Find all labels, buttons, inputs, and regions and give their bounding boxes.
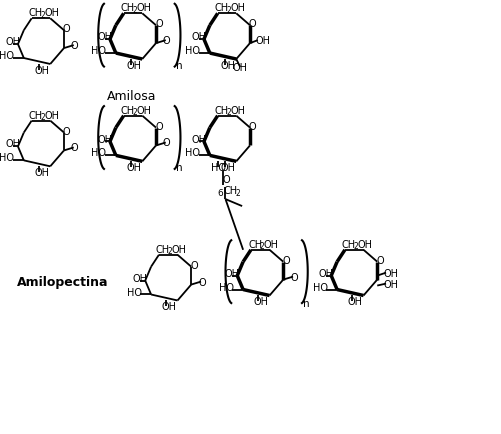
Text: 2: 2: [354, 242, 359, 251]
Text: OH: OH: [220, 163, 235, 173]
Text: Amilopectina: Amilopectina: [17, 276, 109, 289]
Text: OH: OH: [232, 63, 247, 73]
Text: OH: OH: [5, 37, 20, 47]
Text: n: n: [303, 299, 310, 309]
Text: O: O: [249, 122, 257, 131]
Text: OH: OH: [191, 32, 206, 42]
Text: O: O: [163, 138, 170, 148]
Text: OH: OH: [162, 302, 177, 312]
Text: O: O: [222, 175, 230, 185]
Text: O: O: [198, 277, 206, 287]
Text: O: O: [63, 126, 71, 136]
Text: Amilosa: Amilosa: [107, 90, 156, 103]
Text: 2: 2: [226, 108, 231, 117]
Text: CH: CH: [121, 105, 135, 115]
Text: 6: 6: [217, 188, 223, 197]
Text: OH: OH: [136, 3, 151, 13]
Text: O: O: [155, 19, 163, 29]
Text: 2: 2: [168, 247, 172, 256]
Text: HO: HO: [313, 282, 328, 292]
Text: 2: 2: [235, 188, 240, 197]
Text: O: O: [190, 260, 198, 270]
Text: OH: OH: [45, 8, 60, 18]
Text: OH: OH: [5, 139, 20, 149]
Text: O: O: [290, 272, 298, 282]
Text: OH: OH: [35, 168, 50, 178]
Text: OH: OH: [220, 61, 235, 71]
Text: O: O: [163, 36, 170, 46]
Text: CH: CH: [29, 110, 43, 120]
Text: OH: OH: [97, 32, 112, 42]
Text: CH: CH: [156, 244, 170, 254]
Text: HO: HO: [218, 282, 233, 292]
Text: 2: 2: [260, 242, 265, 251]
Text: CH: CH: [342, 239, 356, 249]
Text: HO: HO: [0, 51, 15, 61]
Text: OH: OH: [383, 268, 398, 278]
Text: O: O: [63, 24, 71, 34]
Text: 2: 2: [226, 6, 231, 15]
Text: n: n: [175, 61, 182, 71]
Text: O: O: [71, 41, 79, 51]
Text: 2: 2: [132, 108, 137, 117]
Text: OH: OH: [230, 105, 245, 115]
Text: OH: OH: [132, 273, 147, 283]
Text: HO: HO: [211, 163, 226, 173]
Text: O: O: [71, 143, 79, 153]
Text: 2: 2: [41, 11, 45, 20]
Text: CH: CH: [215, 3, 229, 13]
Text: OH: OH: [224, 268, 239, 278]
Text: OH: OH: [127, 163, 142, 173]
Text: HO: HO: [185, 46, 200, 56]
Text: OH: OH: [127, 61, 142, 71]
Text: CH: CH: [215, 105, 229, 115]
Text: OH: OH: [172, 244, 187, 254]
Text: OH: OH: [97, 134, 112, 144]
Text: HO: HO: [127, 287, 142, 297]
Text: O: O: [249, 19, 257, 29]
Text: HO: HO: [91, 148, 106, 158]
Text: OH: OH: [358, 239, 373, 249]
Text: 2: 2: [132, 6, 137, 15]
Text: OH: OH: [191, 134, 206, 144]
Text: O: O: [376, 255, 384, 265]
Text: CH: CH: [248, 239, 262, 249]
Text: OH: OH: [45, 110, 60, 120]
Text: OH: OH: [383, 279, 398, 289]
Text: OH: OH: [254, 297, 269, 307]
Text: 2: 2: [41, 113, 45, 122]
Text: OH: OH: [348, 297, 363, 307]
Text: HO: HO: [0, 153, 15, 163]
Text: OH: OH: [230, 3, 245, 13]
Text: n: n: [175, 163, 182, 173]
Text: OH: OH: [256, 36, 271, 46]
Text: HO: HO: [91, 46, 106, 56]
Text: CH: CH: [29, 8, 43, 18]
Text: OH: OH: [136, 105, 151, 115]
Text: CH: CH: [223, 186, 237, 196]
Text: O: O: [155, 122, 163, 131]
Text: OH: OH: [35, 66, 50, 76]
Text: CH: CH: [121, 3, 135, 13]
Text: OH: OH: [264, 239, 279, 249]
Text: O: O: [282, 255, 290, 265]
Text: HO: HO: [185, 148, 200, 158]
Text: OH: OH: [319, 268, 334, 278]
